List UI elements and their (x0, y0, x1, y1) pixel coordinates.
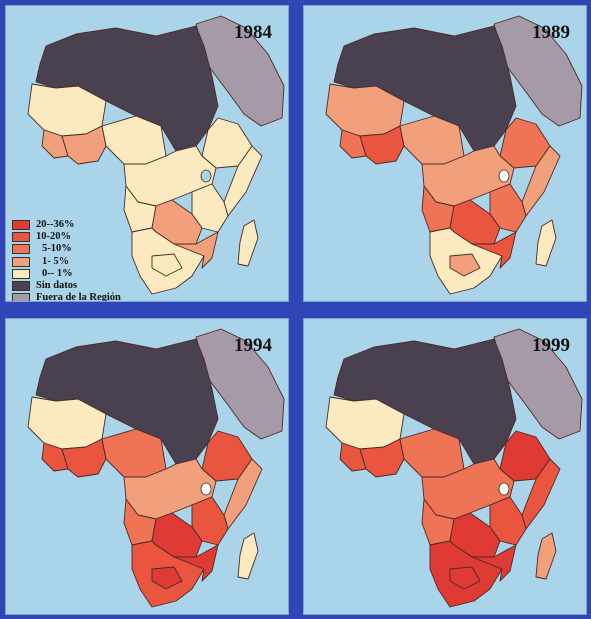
legend-label: 1- 5% (42, 255, 70, 267)
region-s2 (471, 231, 517, 269)
legend: 20--36% 10-20% 5-10% 1- 5% 0-- 1% Sin da… (12, 219, 121, 302)
legend-item-no-data: Sin datos (12, 280, 121, 292)
region-s3 (449, 566, 481, 590)
legend-item-10-20: 10-20% (12, 231, 121, 243)
legend-swatch (12, 220, 30, 231)
region-madag (535, 532, 557, 580)
africa-map-1994 (6, 319, 288, 614)
map-panel-1994: 1994 (5, 318, 289, 615)
region-s2 (471, 544, 517, 582)
lake-victoria (200, 169, 212, 183)
legend-item-5-10: 5-10% (12, 243, 121, 255)
map-panel-1984: 1984 20--36% 10-20% 5-10% 1- 5% 0-- 1% S… (5, 5, 289, 302)
region-w1 (339, 442, 367, 472)
lake-victoria (498, 482, 510, 496)
year-label: 1999 (532, 335, 570, 356)
region-w2 (61, 438, 107, 478)
legend-label: 5-10% (42, 243, 72, 255)
legend-item-0-1: 0-- 1% (12, 268, 121, 280)
region-s2 (173, 544, 219, 582)
legend-label: 0-- 1% (42, 267, 73, 279)
legend-swatch (12, 281, 30, 292)
legend-swatch (12, 232, 30, 243)
year-label: 1984 (234, 22, 272, 43)
legend-swatch (12, 256, 30, 267)
legend-item-20-36: 20--36% (12, 219, 121, 231)
region-w2 (359, 438, 405, 478)
map-panel-1989: 1989 (303, 5, 587, 302)
africa-map-1984 (6, 6, 288, 301)
region-w1 (41, 129, 69, 159)
region-s3 (151, 253, 183, 277)
region-madag (535, 219, 557, 267)
year-label: 1994 (234, 335, 272, 356)
region-s3 (151, 566, 183, 590)
region-w2 (61, 125, 107, 165)
region-madag (237, 219, 259, 267)
legend-swatch (12, 244, 30, 255)
region-s3 (449, 253, 481, 277)
africa-map-1999 (304, 319, 586, 614)
map-panel-1999: 1999 (303, 318, 587, 615)
lake-victoria (498, 169, 510, 183)
region-w1 (339, 129, 367, 159)
legend-label: Fuera de la Región (36, 292, 121, 302)
africa-map-1989 (304, 6, 586, 301)
legend-label: 10-20% (36, 231, 71, 243)
legend-item-outside-region: Fuera de la Región (12, 292, 121, 302)
legend-swatch (12, 268, 30, 279)
year-label: 1989 (532, 22, 570, 43)
region-madag (237, 532, 259, 580)
legend-item-1-5: 1- 5% (12, 256, 121, 268)
legend-swatch (12, 293, 30, 301)
region-w2 (359, 125, 405, 165)
legend-label: Sin datos (36, 280, 78, 292)
legend-label: 20--36% (36, 219, 75, 231)
region-w1 (41, 442, 69, 472)
lake-victoria (200, 482, 212, 496)
region-s2 (173, 231, 219, 269)
